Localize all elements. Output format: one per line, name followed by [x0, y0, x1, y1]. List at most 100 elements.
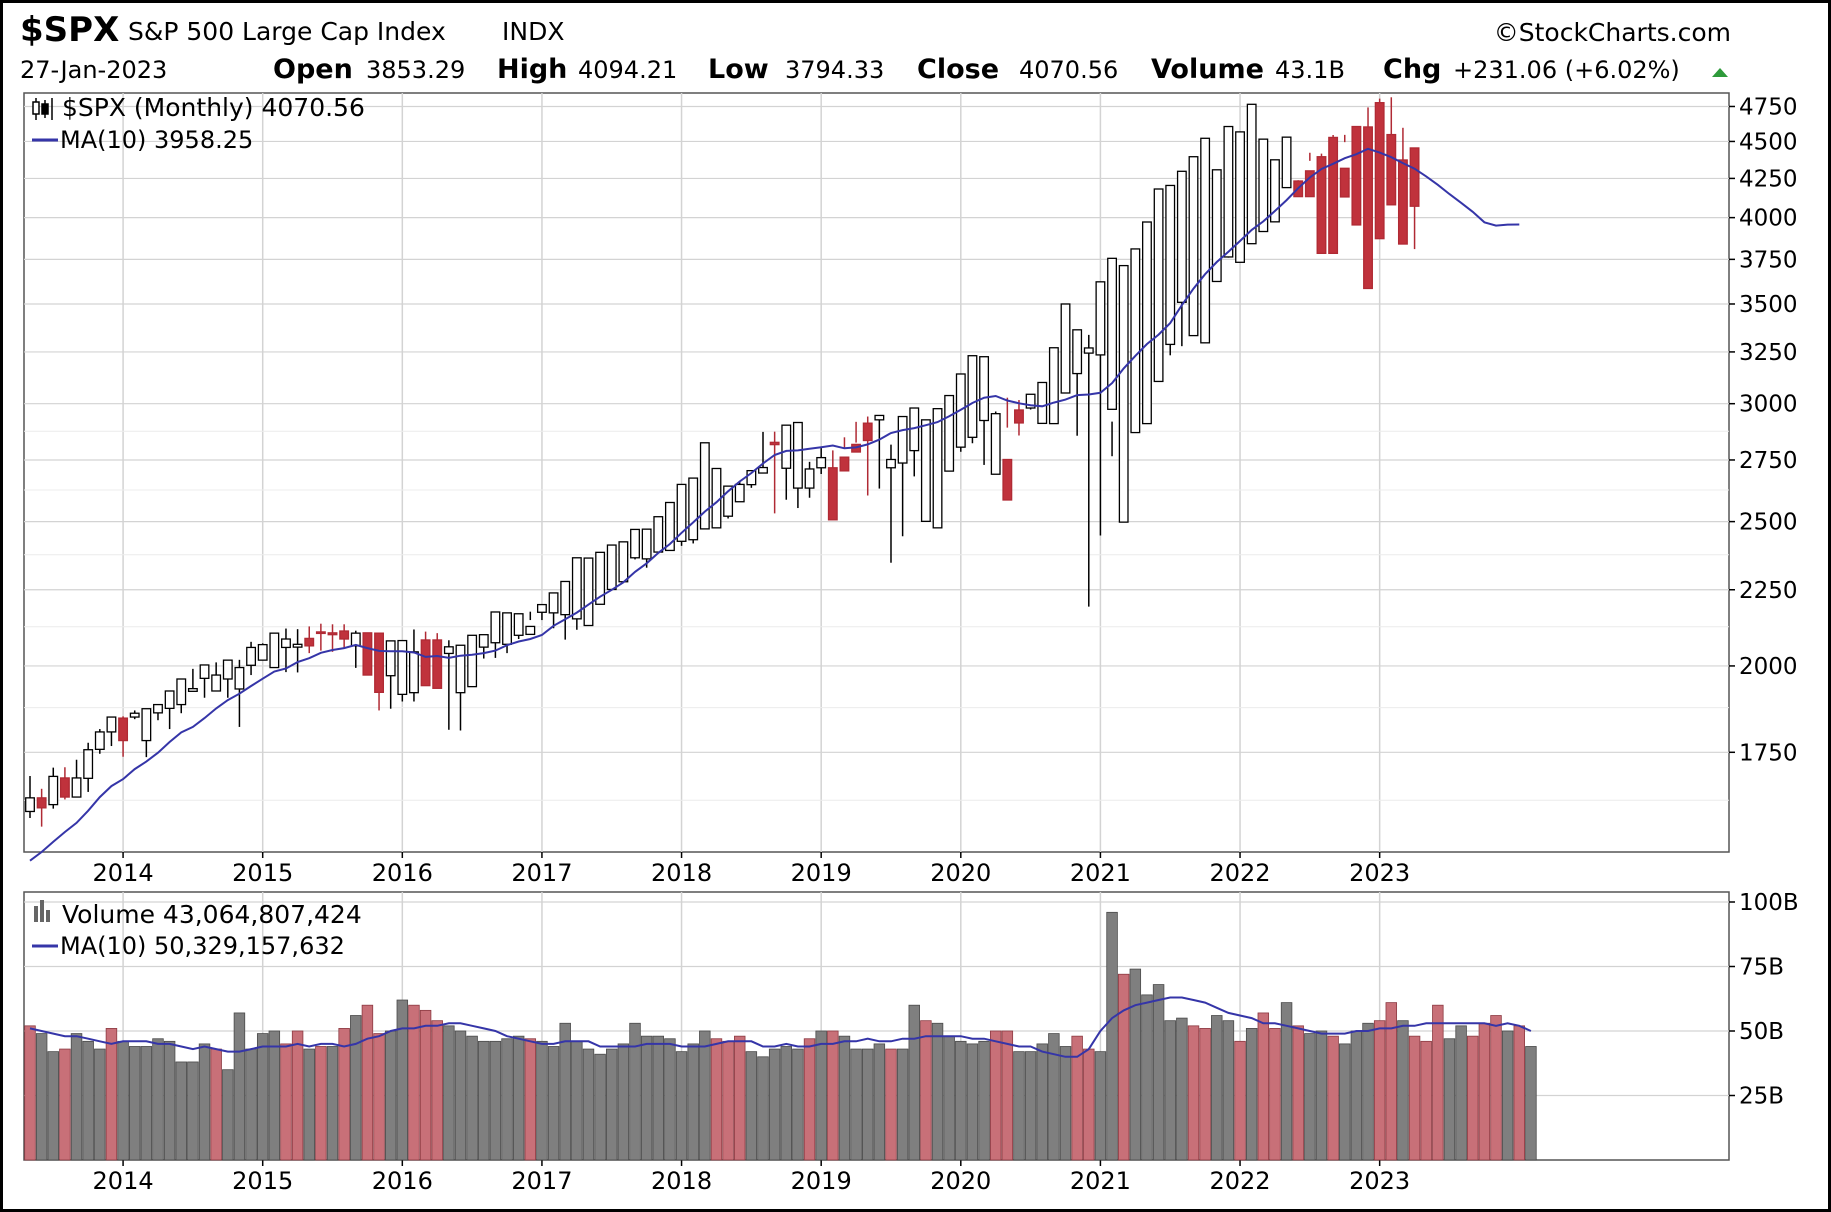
candle-body — [595, 551, 606, 605]
volume-bar — [443, 1025, 455, 1161]
candlestick — [979, 356, 990, 465]
candle-body — [1374, 102, 1385, 240]
volume-bar — [745, 1051, 758, 1161]
candlestick — [374, 632, 385, 711]
candlestick — [36, 788, 47, 827]
price-y-tick-label: 3250 — [1739, 340, 1798, 366]
candlestick — [769, 431, 780, 514]
volume-bar — [1024, 1051, 1037, 1161]
volume-bar — [850, 1048, 862, 1161]
candle-body — [688, 477, 699, 541]
volume-x-tick-label: 2015 — [232, 1167, 293, 1195]
candlestick — [723, 485, 734, 519]
volume-legend-text: Volume 43,064,807,424 — [62, 900, 362, 929]
volume-bar — [1176, 1017, 1188, 1161]
candle-body — [83, 749, 94, 779]
candle-body — [548, 592, 559, 614]
candle-body — [862, 422, 873, 442]
candle-body — [1304, 170, 1315, 198]
volume-y-tick-label: 75B — [1739, 955, 1784, 981]
candle-body — [164, 690, 175, 710]
price-legend: $SPX (Monthly) 4070.56 MA(10) 3958.25 — [32, 93, 365, 154]
candle-body — [1211, 169, 1222, 283]
price-y-tick-label: 3000 — [1739, 392, 1798, 418]
candlestick — [536, 603, 547, 621]
volume-bar — [664, 1038, 676, 1161]
candle-body — [1246, 103, 1257, 245]
volume-bar — [454, 1030, 467, 1161]
volume-bar — [1408, 1035, 1421, 1161]
candlestick — [816, 448, 827, 474]
candle-body — [327, 632, 338, 636]
candlestick — [746, 469, 757, 488]
candle-body — [944, 394, 955, 472]
candlestick-series — [25, 97, 1420, 827]
volume-ma-line — [29, 996, 1532, 1058]
price-y-tick-label: 4750 — [1739, 94, 1798, 120]
quote-volume-label: Volume — [1151, 54, 1264, 85]
candle-body — [1269, 159, 1280, 223]
quote-open-label: Open — [273, 54, 353, 85]
volume-bar — [419, 1009, 432, 1161]
volume-x-tick-label: 2018 — [651, 1167, 712, 1195]
candle-body — [176, 678, 187, 706]
candle-body — [792, 421, 803, 489]
candlestick — [827, 450, 838, 521]
volume-bar — [989, 1030, 1002, 1161]
candlestick — [1339, 134, 1350, 198]
volume-bar — [94, 1048, 106, 1161]
candle-body — [257, 643, 268, 661]
volume-bar — [757, 1056, 769, 1161]
candlestick — [525, 611, 536, 636]
candle-body — [443, 646, 454, 655]
volume-bar — [687, 1043, 699, 1161]
volume-y-tick-label: 100B — [1739, 890, 1799, 916]
candlestick — [1165, 184, 1176, 356]
quote-date: 27-Jan-2023 — [20, 56, 167, 84]
candlestick — [281, 628, 291, 673]
candlestick — [886, 444, 896, 563]
bar-chart-icon — [34, 900, 50, 922]
quote-chg-value: +231.06 (+6.02%) — [1453, 56, 1680, 84]
volume-bar — [70, 1033, 83, 1161]
candlestick — [1002, 397, 1013, 501]
candle-body — [525, 625, 536, 636]
volume-bar — [1490, 1015, 1502, 1161]
candlestick — [583, 557, 594, 627]
candlestick — [1246, 103, 1257, 245]
volume-bar — [920, 1020, 932, 1161]
candle-body — [222, 659, 233, 680]
volume-bar — [478, 1040, 490, 1161]
volume-bar — [1455, 1025, 1467, 1161]
quote-close-value: 4070.56 — [1019, 56, 1118, 84]
volume-bar — [1141, 994, 1153, 1161]
candle-body — [874, 414, 885, 421]
price-y-tick-label: 2750 — [1739, 448, 1798, 474]
volume-y-axis: 25B 50B 75B 100B — [1729, 890, 1799, 1110]
volume-bar — [35, 1033, 48, 1161]
volume-bar — [128, 1046, 141, 1161]
copyright-text: ©StockCharts.com — [1494, 18, 1731, 47]
candlestick — [1258, 138, 1269, 233]
volume-bar-series — [24, 911, 1537, 1161]
candlestick — [734, 482, 745, 503]
volume-bar — [280, 1043, 292, 1161]
candle-body — [571, 557, 582, 620]
volume-bar — [1187, 1025, 1200, 1161]
candlestick — [839, 437, 850, 472]
volume-bar — [1048, 1033, 1060, 1161]
volume-bar — [1269, 1028, 1281, 1161]
candle-body — [804, 468, 815, 489]
volume-bar — [268, 1030, 281, 1161]
volume-bar — [675, 1051, 688, 1161]
candlestick — [1014, 400, 1024, 436]
volume-bar — [1152, 984, 1165, 1161]
candle-body — [490, 611, 501, 644]
price-ma-line — [29, 147, 1520, 862]
volume-x-tick-label: 2020 — [930, 1167, 991, 1195]
candle-body — [1409, 147, 1420, 207]
price-y-tick-label: 2500 — [1739, 510, 1798, 536]
price-y-tick-label: 1750 — [1739, 740, 1798, 766]
volume-legend: Volume 43,064,807,424 MA(10) 50,329,157,… — [32, 900, 362, 960]
